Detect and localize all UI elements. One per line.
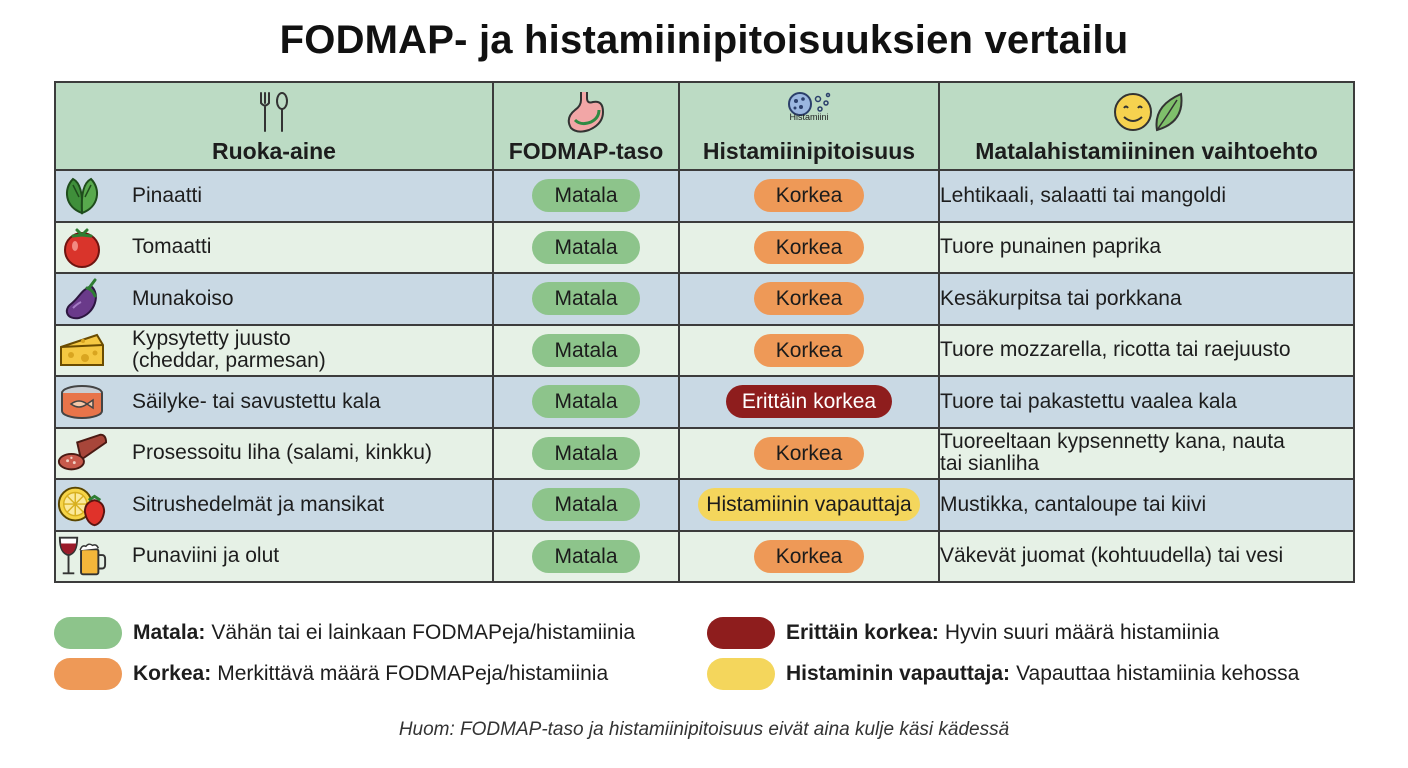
table-row: Munakoiso Matala Korkea Kesäkurpitsa tai… [54,272,1355,326]
table-row: Sitrushedelmät ja mansikat Matala Histam… [54,478,1355,532]
food-name: Punaviini ja olut [132,544,280,568]
food-name: Sitrushedelmät ja mansikat [132,492,385,516]
fodmap-badge: Matala [532,488,640,522]
header-row: Ruoka-aine FODMAP-taso [54,81,1355,171]
table-row: Pinaatti Matala Korkea Lehtikaali, salaa… [54,169,1355,223]
legend-swatch-liberator [707,658,775,690]
fodmap-badge: Matala [532,436,640,470]
histamine-icon-label: Histamiini [789,112,829,122]
food-name: Munakoiso [132,286,234,310]
food-name: Prosessoitu liha (salami, kinkku) [132,441,432,465]
wine-beer-icon [56,533,108,579]
histamine-badge: Korkea [753,230,865,264]
fodmap-badge: Matala [532,333,640,367]
food-name: Tomaatti [132,235,212,259]
legend-swatch-very-high [707,617,775,649]
alternative-text: Tuore punainen paprika [938,220,1355,274]
legend-item-low: Matala: Vähän tai ei lainkaan FODMAPeja/h… [54,617,635,649]
citrus-strawberry-icon [56,482,108,528]
comparison-table: Ruoka-aine FODMAP-taso [54,81,1355,583]
table-row: Kypsytetty juusto (cheddar, parmesan) Mat… [54,323,1355,377]
alternative-text: Kesäkurpitsa tai porkkana [938,272,1355,326]
histamine-badge: Korkea [753,282,865,316]
alternative-text: Tuore mozzarella, ricotta tai raejuusto [938,323,1355,377]
histamine-badge: Korkea [753,333,865,367]
legend-swatch-high [54,658,122,690]
smiley-leaf-icon [940,90,1353,134]
fodmap-badge: Matala [532,230,640,264]
alternative-text: Lehtikaali, salaatti tai mangoldi [938,169,1355,223]
header-histamine: Histamiini Histamiinipitoisuus [678,81,940,171]
table-row: Punaviini ja olut Matala Korkea Väkevät … [54,529,1355,583]
page-title: FODMAP- ja histamiinipitoisuuksien verta… [279,18,1129,62]
fodmap-badge: Matala [532,179,640,213]
food-name: Kypsytetty juusto (cheddar, parmesan) [132,327,326,373]
fork-spoon-icon [56,90,492,134]
alternative-text: Väkevät juomat (kohtuudella) tai vesi [938,529,1355,583]
histamine-badge: Korkea [753,179,865,213]
fodmap-badge: Matala [532,539,640,573]
stomach-icon [494,90,678,134]
table-row: Prosessoitu liha (salami, kinkku) Matala… [54,426,1355,480]
footnote: Huom: FODMAP-taso ja histamiinipitoisuus… [398,719,1010,740]
alternative-text: Tuoreeltaan kypsennetty kana, nauta tai s… [938,426,1355,480]
header-food: Ruoka-aine [54,81,494,171]
canned-fish-icon [56,379,108,425]
food-name: Säilyke- tai savustettu kala [132,389,381,413]
salami-icon [56,430,108,476]
fodmap-badge: Matala [532,385,640,419]
histamine-badge: Korkea [753,539,865,573]
histamine-badge: Histamiinin vapauttaja [698,488,920,522]
histamine-badge: Erittäin korkea [725,385,893,419]
eggplant-icon [56,276,108,322]
legend-swatch-low [54,617,122,649]
legend-item-high: Korkea: Merkittävä määrä FODMAPeja/histam… [54,658,608,690]
alternative-text: Mustikka, cantaloupe tai kiivi [938,478,1355,532]
histamine-badge: Korkea [753,436,865,470]
cheese-icon [56,327,108,373]
table-row: Säilyke- tai savustettu kala Matala Erit… [54,375,1355,429]
food-name: Pinaatti [132,183,203,207]
table-row: Tomaatti Matala Korkea Tuore punainen pa… [54,220,1355,274]
header-alternative: Matalahistamiininen vaihtoehto [938,81,1355,171]
histamine-molecule-icon: Histamiini [680,90,938,134]
alternative-text: Tuore tai pakastettu vaalea kala [938,375,1355,429]
tomato-icon [56,224,108,270]
legend-item-very-high: Erittäin korkea: Hyvin suuri määrä histam… [707,617,1219,649]
header-fodmap: FODMAP-taso [492,81,680,171]
spinach-icon [56,173,108,219]
legend-item-liberator: Histaminin vapauttaja: Vapauttaa histamii… [707,658,1299,690]
fodmap-badge: Matala [532,282,640,316]
